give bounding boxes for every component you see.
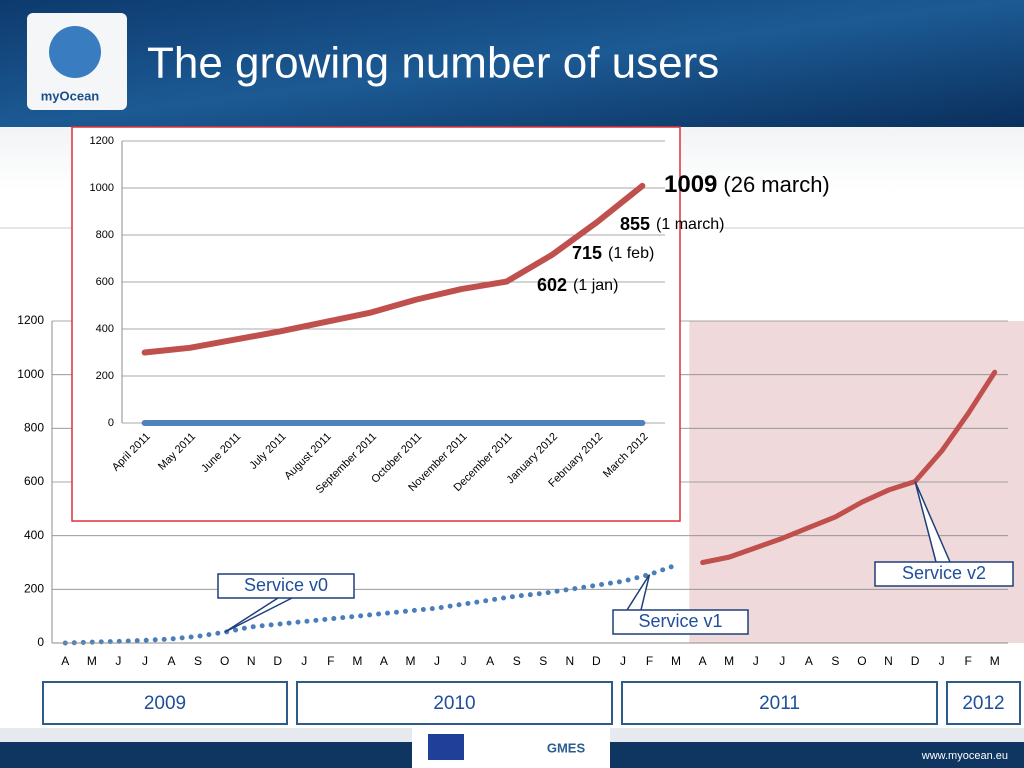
y-tick-label: 0 [37,635,44,649]
year-box [946,681,1021,725]
year-box [296,681,613,725]
x-tick-label: D [273,654,282,668]
annotation-note: (1 march) [656,216,724,233]
annotation-value: 602 [537,275,567,295]
series-line [62,562,679,646]
x-tick-label: J [434,654,440,668]
gmes-logo: GMES [547,740,586,755]
value-annotation: 855 (1 march) [620,214,725,234]
x-tick-label: N [565,654,574,668]
annotation-note: (1 feb) [608,245,654,262]
annotation-value: 1009 [664,171,717,198]
x-tick-label: D [911,654,920,668]
x-tick-label: A [380,654,388,668]
x-tick-label: M [671,654,681,668]
annotation-value: 855 [620,214,650,234]
x-tick-label: A [699,654,707,668]
callout-text: Service v2 [902,563,986,583]
value-annotation: 715 (1 feb) [572,243,654,263]
x-tick-label: J [939,654,945,668]
footer-url: www.myocean.eu [921,750,1008,762]
series-line [700,369,998,565]
x-tick-label: F [964,654,971,668]
x-tick-label: S [539,654,547,668]
x-tick-label: D [592,654,601,668]
x-tick-label: S [831,654,839,668]
y-tick-label: 200 [96,370,114,382]
year-label: 2012 [962,693,1004,714]
slide-title: The growing number of users [147,39,719,88]
inset-frame [71,126,681,522]
callout-text: Service v1 [638,611,722,631]
callout-pointer [914,481,951,563]
x-tick-label: A [486,654,494,668]
y-tick-label: 1200 [90,135,114,147]
x-tick-label: A [61,654,69,668]
callout-pointer [626,574,651,611]
x-tick-label: A [805,654,813,668]
callout-pointer [224,597,293,633]
x-tick-label: J [142,654,148,668]
header-band [0,0,1024,127]
x-tick-label: J [461,654,467,668]
y-tick-label: 1000 [17,367,44,381]
year-label: 2010 [433,693,475,714]
logo-text: myOcean [41,88,100,103]
year-label: 2009 [144,693,186,714]
annotation-note: (1 jan) [573,277,618,294]
x-tick-label: J [753,654,759,668]
callout-box [217,573,355,599]
x-tick-label: J [779,654,785,668]
year-label: 2011 [759,693,800,714]
callout-box [874,561,1014,587]
x-tick-label: S [194,654,202,668]
x-tick-label: A [167,654,175,668]
x-tick-label: S [513,654,521,668]
x-tick-label: J [620,654,626,668]
callout-box [612,609,749,635]
x-tick-label: J [301,654,307,668]
y-tick-label: 400 [96,323,114,335]
x-tick-label: M [406,654,416,668]
y-tick-label: 1000 [90,182,114,194]
x-tick-label: M [990,654,1000,668]
y-tick-label: 600 [24,474,44,488]
y-tick-label: 400 [24,528,44,542]
x-tick-label: M [724,654,734,668]
x-tick-label: M [352,654,362,668]
annotation-value: 715 [572,243,602,263]
year-box [42,681,288,725]
year-box [621,681,938,725]
x-tick-label: N [884,654,893,668]
x-tick-label: F [327,654,334,668]
x-tick-label: J [115,654,121,668]
x-tick-label: N [247,654,256,668]
y-tick-label: 800 [96,229,114,241]
y-tick-label: 0 [108,417,114,429]
series-line [141,182,646,356]
eu-flag [428,734,464,760]
y-tick-label: 1200 [17,313,44,327]
callout-text: Service v0 [244,575,328,595]
value-annotation: 1009 (26 march) [664,171,830,198]
x-tick-label: O [857,654,866,668]
logo-globe [49,26,101,78]
annotation-note: (26 march) [723,172,829,197]
value-annotation: 602 (1 jan) [537,275,618,295]
x-tick-label: O [220,654,229,668]
x-tick-label: F [646,654,653,668]
y-tick-label: 800 [24,421,44,435]
x-tick-label: M [87,654,97,668]
y-tick-label: 600 [96,276,114,288]
y-tick-label: 200 [24,582,44,596]
